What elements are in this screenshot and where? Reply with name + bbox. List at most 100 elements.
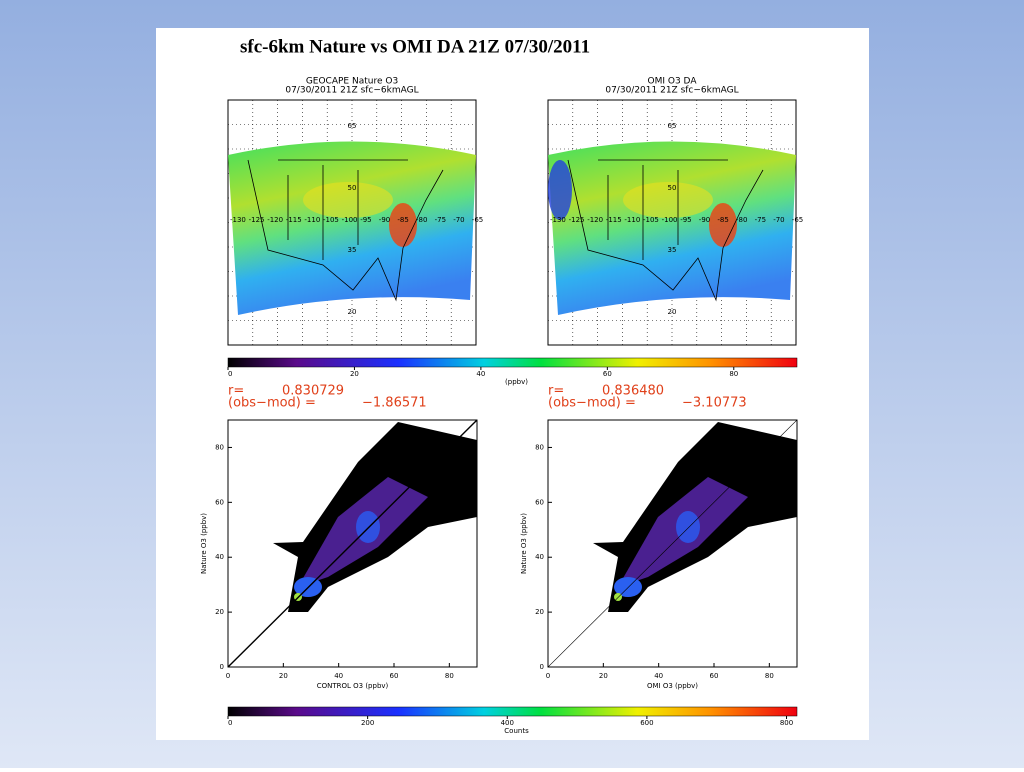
- map-lon-label: -120: [267, 216, 283, 224]
- x-tick-label: 20: [279, 672, 288, 680]
- map-hotspot: [303, 182, 393, 218]
- map-lon-label: -80: [416, 216, 427, 224]
- scatter-plot: 0 20 40 60 80 0 20 40 60 80 OMI O3 (ppbv) Nature O3…: [520, 419, 798, 690]
- colorbar: [227, 357, 798, 368]
- scatter-frame: [547, 419, 798, 668]
- y-tick-label: 0: [540, 663, 544, 671]
- map-lat-label: 20: [668, 308, 677, 316]
- x-tick-label: 0: [546, 672, 550, 680]
- one-to-one: [228, 420, 477, 667]
- map-lon-label: -125: [249, 216, 265, 224]
- colorbar-tick-label: 20: [350, 370, 359, 378]
- scatter-cloud: [548, 420, 797, 667]
- stat-r: 0.830729: [282, 384, 344, 399]
- colorbar-tick-label: 0: [228, 370, 232, 378]
- stat-bias: −3.10773: [682, 396, 747, 411]
- stat-bias-label: (obs−mod) =: [548, 396, 636, 411]
- stat-bias-label: (obs−mod) =: [228, 396, 316, 411]
- y-tick-label: 20: [215, 608, 224, 616]
- map-lon-label: -130: [550, 216, 566, 224]
- y-tick-label: 0: [220, 663, 224, 671]
- map-lon-label: -85: [397, 216, 408, 224]
- map-field: [228, 141, 476, 315]
- y-tick-label: 40: [215, 553, 224, 561]
- scatter-frame: [227, 419, 478, 668]
- scatter-plot: 0 20 40 60 80 0 20 40 60 80 CONTROL O3 (ppbv) Natur…: [200, 419, 478, 690]
- map-lon-label: -95: [680, 216, 691, 224]
- scatter-cloud: [228, 420, 477, 667]
- colorbar-label: (ppbv): [505, 378, 528, 386]
- x-tick-label: 0: [226, 672, 230, 680]
- y-axis-label: Nature O3 (ppbv): [520, 513, 528, 574]
- map-lon-label: -85: [717, 216, 728, 224]
- x-tick-label: 40: [654, 672, 663, 680]
- cloud-dense: [614, 577, 642, 597]
- colorbar-label: Counts: [504, 727, 529, 735]
- stat-r-label: r=: [548, 384, 564, 399]
- map-lon-label: -115: [286, 216, 302, 224]
- stat-bias: −1.86571: [362, 396, 427, 411]
- y-tick-label: 80: [535, 443, 544, 451]
- map-lat-label: 50: [348, 184, 357, 192]
- map-lon-label: -100: [662, 216, 678, 224]
- map-coast: [247, 159, 444, 302]
- map-title: OMI O3 DA: [648, 77, 698, 87]
- cloud-dense: [676, 511, 700, 543]
- x-tick-label: 80: [445, 672, 454, 680]
- map-lon-label: -120: [587, 216, 603, 224]
- colorbar-tick-label: 600: [640, 719, 653, 727]
- map-lowspot: [548, 160, 572, 220]
- x-tick-label: 60: [390, 672, 399, 680]
- map-lon-label: -130: [230, 216, 246, 224]
- colorbar-tick-label: 800: [780, 719, 793, 727]
- colorbar-tick-label: 400: [501, 719, 514, 727]
- map-lon-label: -65: [472, 216, 483, 224]
- cloud-peak: [614, 593, 622, 601]
- map-lat-label: 65: [668, 122, 677, 130]
- y-tick-label: 20: [535, 608, 544, 616]
- y-axis-label: Nature O3 (ppbv): [200, 513, 208, 574]
- colorbar: [227, 706, 798, 717]
- y-tick-label: 80: [215, 443, 224, 451]
- x-tick-label: 60: [710, 672, 719, 680]
- slide-title: sfc-6km Nature vs OMI DA 21Z 07/30/2011: [240, 36, 590, 57]
- map-lon-label: -105: [643, 216, 659, 224]
- map-lon-label: -90: [379, 216, 390, 224]
- stat-r-label: r=: [228, 384, 244, 399]
- y-tick-label: 60: [215, 498, 224, 506]
- x-tick-label: 40: [334, 672, 343, 680]
- map-lon-label: -125: [569, 216, 585, 224]
- map-lon-label: -110: [624, 216, 640, 224]
- colorbar-tick-label: 40: [476, 370, 485, 378]
- map-lat-label: 35: [348, 246, 357, 254]
- map-lon-label: -100: [342, 216, 358, 224]
- map-hotspot: [623, 182, 713, 218]
- map-lat-label: 35: [668, 246, 677, 254]
- map-hotspot: [389, 203, 417, 247]
- map-title: GEOCAPE Nature O3: [306, 77, 398, 87]
- map-lon-label: -70: [773, 216, 784, 224]
- cloud-dense: [356, 511, 380, 543]
- y-tick-label: 40: [535, 553, 544, 561]
- map-lon-label: -115: [606, 216, 622, 224]
- colorbar-tick-label: 60: [603, 370, 612, 378]
- map-lon-label: -80: [736, 216, 747, 224]
- map-subtitle: 07/30/2011 21Z sfc−6kmAGL: [605, 86, 738, 96]
- map-lon-label: -90: [699, 216, 710, 224]
- y-tick-label: 60: [535, 498, 544, 506]
- map-lon-label: -110: [304, 216, 320, 224]
- colorbar-tick-label: 0: [228, 719, 232, 727]
- map-lon-label: -75: [755, 216, 766, 224]
- x-axis-label: CONTROL O3 (ppbv): [317, 682, 389, 690]
- map-lon-label: -65: [792, 216, 803, 224]
- map-lat-label: 65: [348, 122, 357, 130]
- map-lon-label: -70: [453, 216, 464, 224]
- map-coast: [567, 159, 764, 302]
- colorbar-tick-label: 80: [729, 370, 738, 378]
- map-hotspot: [709, 203, 737, 247]
- content: GEOCAPE Nature O3 07/30/2011 21Z sfc−6kmA…: [200, 77, 803, 736]
- stat-r: 0.836480: [602, 384, 664, 399]
- x-tick-label: 20: [599, 672, 608, 680]
- x-tick-label: 80: [765, 672, 774, 680]
